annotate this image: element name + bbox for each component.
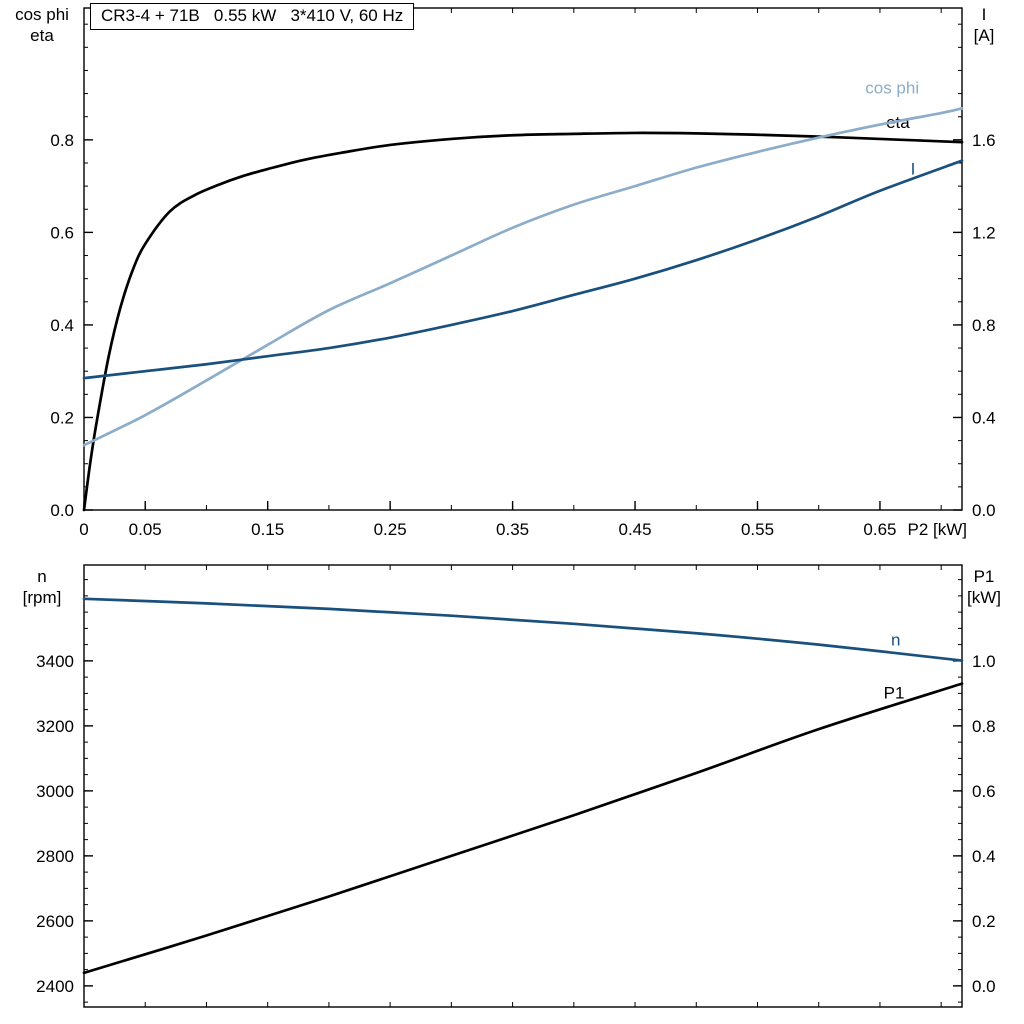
y-left-tick-label: 0.0 — [50, 501, 74, 520]
lower-right-axis-title: P1 [kW] — [946, 566, 1022, 608]
y-left-tick-label: 3000 — [36, 782, 74, 801]
y-left-tick-label: 2400 — [36, 977, 74, 996]
axis-title-line: n — [37, 567, 47, 586]
axis-title-line: eta — [30, 26, 54, 45]
y-right-tick-label: 0.0 — [972, 501, 996, 520]
x-tick-label: 0.55 — [741, 520, 774, 539]
y-right-tick-label: 0.6 — [972, 782, 996, 801]
y-left-tick-label: 3400 — [36, 652, 74, 671]
y-left-tick-label: 2800 — [36, 847, 74, 866]
y-right-tick-label: 0.4 — [972, 408, 996, 427]
curve-label-cos_phi: cos phi — [865, 79, 919, 98]
y-left-tick-label: 0.2 — [50, 408, 74, 427]
y-left-tick-label: 0.8 — [50, 131, 74, 150]
x-tick-label: 0.05 — [129, 520, 162, 539]
lower-left-axis-title: n [rpm] — [2, 566, 82, 608]
curve-label-speed: n — [891, 631, 900, 650]
upper-left-axis-title: cos phi eta — [2, 4, 82, 46]
curve-eta — [82, 131, 964, 512]
x-tick-label: 0.45 — [618, 520, 651, 539]
x-tick-label: 0.25 — [374, 520, 407, 539]
x-axis-label: P2 [kW] — [907, 520, 967, 539]
y-left-tick-label: 2600 — [36, 912, 74, 931]
upper-right-axis-title: I [A] — [946, 4, 1022, 46]
x-tick-label: 0 — [79, 520, 88, 539]
y-left-tick-label: 3200 — [36, 717, 74, 736]
y-right-tick-label: 1.6 — [972, 131, 996, 150]
y-right-tick-label: 1.2 — [972, 223, 996, 242]
curve-cos_phi — [82, 107, 964, 447]
plot-frame — [83, 7, 963, 511]
curve-speed — [82, 597, 964, 662]
y-left-tick-label: 0.4 — [50, 316, 74, 335]
pump-title-box: CR3-4 + 71B 0.55 kW 3*410 V, 60 Hz — [90, 3, 415, 30]
axis-title-line: [rpm] — [22, 588, 62, 607]
axis-title-line: [A] — [973, 26, 995, 45]
axis-title-line: I — [981, 5, 987, 24]
y-right-tick-label: 0.8 — [972, 316, 996, 335]
y-right-tick-label: 0.4 — [972, 847, 996, 866]
axis-title-line: cos phi — [15, 5, 69, 24]
y-right-tick-label: 0.0 — [972, 977, 996, 996]
y-right-tick-label: 1.0 — [972, 652, 996, 671]
y-right-tick-label: 0.2 — [972, 912, 996, 931]
x-tick-label: 0.65 — [863, 520, 896, 539]
y-left-tick-label: 0.6 — [50, 223, 74, 242]
x-tick-label: 0.15 — [251, 520, 284, 539]
chart-1: 2400 2600 2800 3000 3200 3400 0.0 0.2 0.4 0.6 0.8 1… — [36, 564, 996, 1008]
x-tick-label: 0.35 — [496, 520, 529, 539]
plot-frame — [83, 564, 963, 1008]
curve-label-current: I — [911, 160, 916, 179]
axis-title-line: [kW] — [967, 588, 1001, 607]
y-right-tick-label: 0.8 — [972, 717, 996, 736]
curve-label-p1: P1 — [884, 683, 905, 702]
curve-p1 — [82, 682, 964, 975]
chart-0: 0 0.05 0.15 0.25 0.35 0.45 0.55 0.65 P2 [kW] 0.0 0… — [50, 7, 996, 539]
axis-title-line: P1 — [973, 567, 995, 586]
curve-current — [82, 159, 964, 380]
